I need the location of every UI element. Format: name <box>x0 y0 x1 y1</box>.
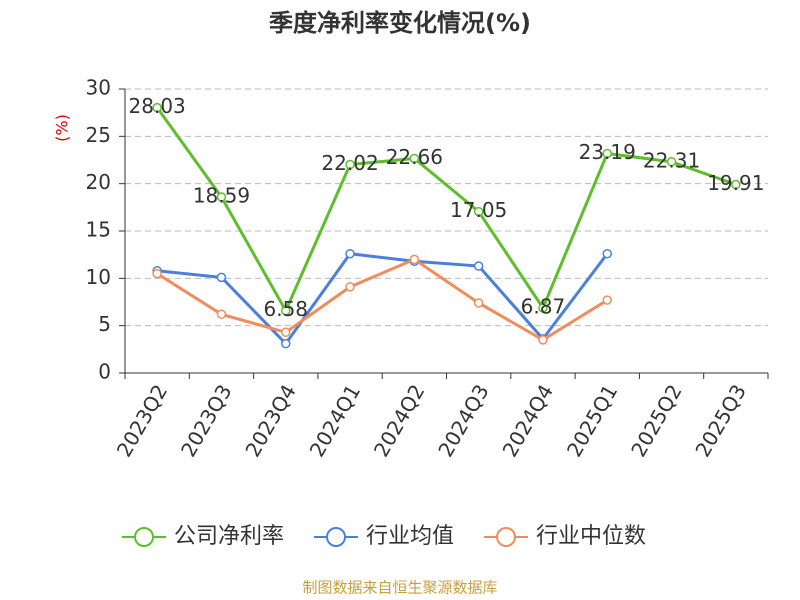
legend-label: 行业均值 <box>366 524 454 549</box>
data-label: 23.19 <box>579 140 636 164</box>
x-tick-label: 2024Q3 <box>433 380 493 461</box>
x-tick-label: 2024Q4 <box>498 380 558 461</box>
legend-label: 行业中位数 <box>536 524 646 549</box>
data-point <box>216 309 227 320</box>
data-point <box>409 254 420 265</box>
y-axis-label: (%) <box>53 114 72 142</box>
data-point <box>538 335 548 345</box>
data-point <box>281 305 291 316</box>
y-tick-label: 25 <box>86 123 111 147</box>
source-note: 制图数据来自恒生聚源数据库 <box>302 579 497 597</box>
data-label: 18.59 <box>193 184 250 208</box>
data-label: 22.31 <box>643 148 700 172</box>
x-tick-label: 2023Q4 <box>240 380 300 461</box>
data-point <box>473 261 484 271</box>
data-label: 28.03 <box>129 94 186 118</box>
data-point <box>152 102 162 113</box>
data-point <box>152 268 162 279</box>
chart-title: 季度净利率变化情况(%) <box>269 9 531 37</box>
x-tick-label: 2023Q3 <box>176 380 236 461</box>
y-tick-label: 20 <box>86 170 111 194</box>
y-tick-label: 10 <box>86 265 111 289</box>
y-tick-label: 0 <box>98 360 111 384</box>
y-tick-label: 5 <box>98 312 111 336</box>
data-point <box>216 192 227 202</box>
data-point <box>473 206 484 217</box>
x-tick-label: 2025Q3 <box>690 380 750 461</box>
data-point <box>281 327 291 338</box>
x-tick-label: 2024Q1 <box>305 380 365 461</box>
x-tick-label: 2023Q2 <box>112 380 172 461</box>
data-point <box>345 282 355 292</box>
series-line <box>156 257 609 342</box>
data-point <box>345 159 355 170</box>
data-label: 6.87 <box>521 294 566 318</box>
data-label: 19.91 <box>707 171 764 195</box>
data-point <box>602 248 612 259</box>
series-line <box>156 252 609 346</box>
legend-label: 公司净利率 <box>174 524 284 549</box>
data-point <box>216 272 227 283</box>
x-tick-label: 2025Q2 <box>626 380 686 461</box>
data-point <box>602 148 612 159</box>
data-point <box>731 179 741 190</box>
data-point <box>281 338 291 349</box>
data-point <box>409 153 420 164</box>
data-point <box>666 157 677 167</box>
data-label: 22.66 <box>386 145 443 169</box>
y-tick-label: 15 <box>86 218 111 242</box>
legend-marker <box>326 527 347 547</box>
x-tick-label: 2024Q2 <box>369 380 429 461</box>
data-point <box>602 295 612 305</box>
data-point <box>345 248 355 259</box>
data-label: 22.02 <box>321 151 378 175</box>
x-tick-label: 2025Q1 <box>562 380 622 461</box>
series-line <box>155 106 737 315</box>
legend-marker <box>496 527 517 547</box>
data-label: 17.05 <box>450 198 507 222</box>
y-tick-label: 30 <box>86 76 111 100</box>
data-point <box>538 303 548 313</box>
data-label: 6.58 <box>263 297 308 321</box>
data-point <box>473 298 484 308</box>
legend-marker <box>134 527 154 547</box>
